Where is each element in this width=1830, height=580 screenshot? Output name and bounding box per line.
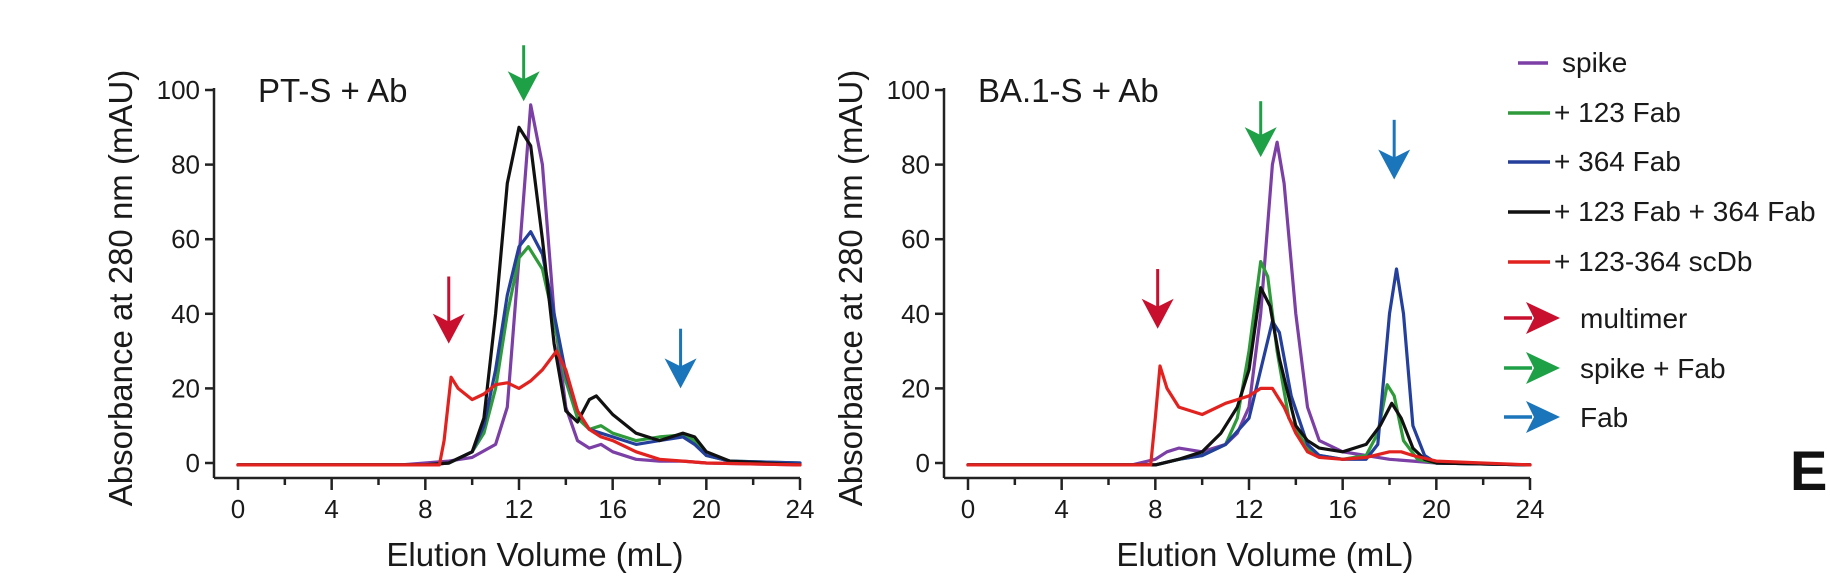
legend-arrow-fab — [1504, 401, 1560, 433]
legend-label-spike: spike — [1562, 47, 1627, 78]
y-tick-label: 20 — [901, 373, 930, 403]
x-tick-label: 4 — [1054, 494, 1068, 524]
x-axis-title-pt: Elution Volume (mL) — [386, 536, 683, 573]
legend-label-123-364-fab: + 123 Fab + 364 Fab — [1554, 196, 1816, 227]
y-tick-label: 80 — [171, 150, 200, 180]
y-tick-label: 60 — [901, 224, 930, 254]
legend: spike + 123 Fab + 364 Fab + 123 Fab + 36… — [1504, 47, 1816, 433]
x-axis-title-ba1: Elution Volume (mL) — [1116, 536, 1413, 573]
trace-364-fab — [966, 267, 1532, 467]
legend-label-multimer: multimer — [1580, 303, 1687, 334]
y-tick-label: 40 — [171, 299, 200, 329]
legend-label-364-fab: + 364 Fab — [1554, 146, 1681, 177]
x-tick-label: 0 — [961, 494, 975, 524]
y-tick-label: 0 — [186, 448, 200, 478]
chart-panel-ba1: BA.1-S + Ab Absorbance at 280 nm (mAU) E… — [832, 70, 1544, 573]
panel-title-ba1: BA.1-S + Ab — [978, 72, 1159, 109]
y-tick-label: 100 — [887, 75, 930, 105]
legend-label-spike-fab: spike + Fab — [1580, 353, 1726, 384]
arrows-pt — [432, 45, 697, 389]
x-tick-label: 16 — [598, 494, 627, 524]
y-tick-label: 60 — [171, 224, 200, 254]
legend-label-123-fab: + 123 Fab — [1554, 97, 1681, 128]
y-axis-title-ba1: Absorbance at 280 nm (mAU) — [832, 70, 869, 507]
y-tick-label: 40 — [901, 299, 930, 329]
annotation-arrow — [432, 276, 465, 344]
y-axis-title-pt: Absorbance at 280 nm (mAU) — [102, 70, 139, 507]
y-tick-label: 80 — [901, 150, 930, 180]
annotation-arrow — [664, 328, 697, 389]
x-tick-label: 16 — [1328, 494, 1357, 524]
panel-letter: E — [1790, 439, 1827, 502]
annotation-arrow — [1244, 101, 1277, 158]
panel-title-pt: PT-S + Ab — [258, 72, 408, 109]
trace-spike — [236, 103, 802, 467]
trace-123-fab — [236, 245, 802, 467]
annotation-arrow — [1141, 269, 1174, 329]
y-tick-label: 20 — [171, 373, 200, 403]
x-tick-label: 24 — [786, 494, 815, 524]
axes-pt: 0 20 40 60 80 100 0 4 8 12 16 20 24 — [157, 75, 815, 524]
axes-ba1: 0 20 40 60 80 100 0 4 8 12 16 20 24 — [887, 75, 1545, 524]
traces-ba1 — [966, 140, 1532, 467]
x-tick-label: 8 — [418, 494, 432, 524]
x-tick-label: 12 — [505, 494, 534, 524]
trace-123-364-scdb — [966, 364, 1532, 467]
traces-pt — [236, 103, 802, 467]
arrows-ba1 — [1141, 101, 1411, 329]
x-tick-label: 20 — [1422, 494, 1451, 524]
y-tick-label: 100 — [157, 75, 200, 105]
legend-label-scdb: + 123-364 scDb — [1554, 246, 1752, 277]
annotation-arrow — [507, 45, 540, 102]
legend-arrow-spike-fab — [1504, 352, 1560, 384]
trace-123-364-scdb — [236, 349, 802, 467]
legend-label-fab: Fab — [1580, 402, 1628, 433]
trace-spike — [966, 140, 1532, 467]
x-tick-label: 20 — [692, 494, 721, 524]
chart-panel-pt: PT-S + Ab Absorbance at 280 nm (mAU) Elu… — [102, 45, 814, 573]
x-tick-label: 8 — [1148, 494, 1162, 524]
x-tick-label: 4 — [324, 494, 338, 524]
trace-123-fab-364-fab — [966, 286, 1532, 467]
trace-123-fab-364-fab — [236, 125, 802, 467]
x-tick-label: 12 — [1235, 494, 1264, 524]
x-tick-label: 24 — [1516, 494, 1545, 524]
annotation-arrow — [1378, 119, 1411, 180]
legend-arrow-multimer — [1504, 302, 1560, 334]
y-tick-label: 0 — [916, 448, 930, 478]
x-tick-label: 0 — [231, 494, 245, 524]
